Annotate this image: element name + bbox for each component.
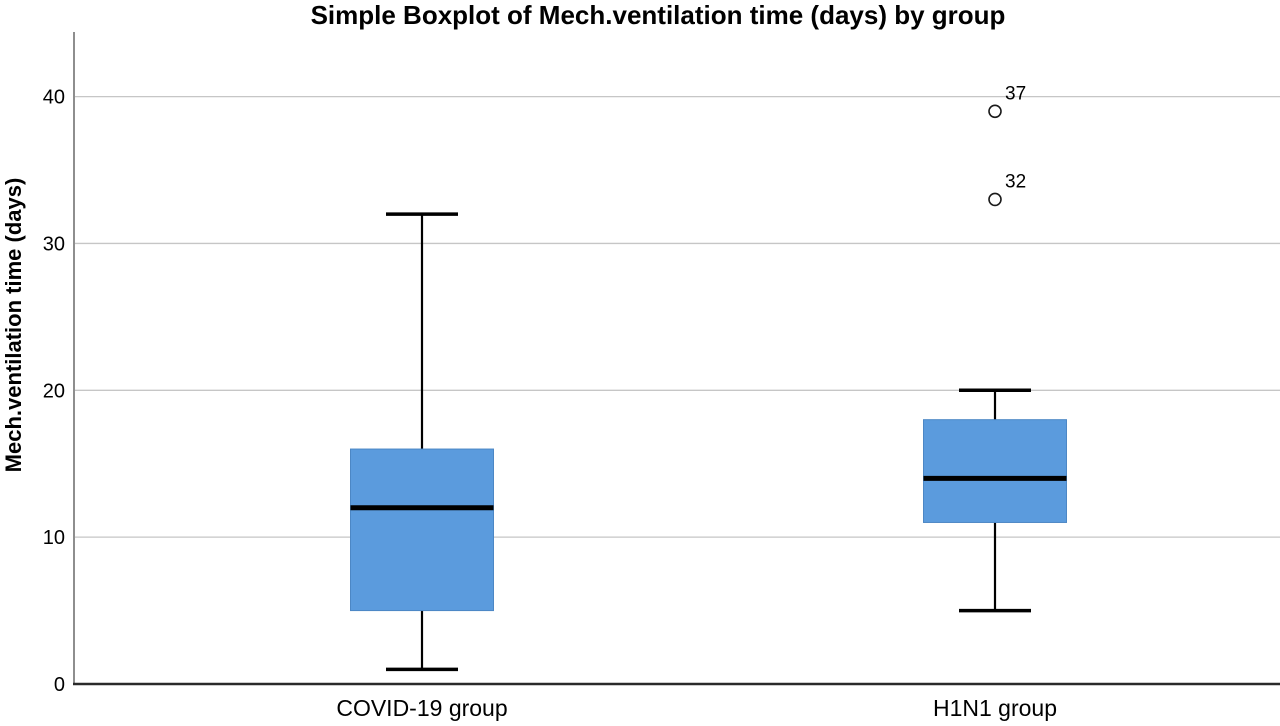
outlier-label-1-0: 37 xyxy=(1005,83,1026,104)
outlier-point-1-1 xyxy=(988,192,1002,207)
y-tick-label-40: 40 xyxy=(43,87,65,109)
x-category-label-0: COVID-19 group xyxy=(336,695,507,721)
outlier-label-1-1: 32 xyxy=(1005,171,1026,192)
iqr-box-1 xyxy=(923,419,1067,523)
iqr-box-0 xyxy=(350,448,494,612)
y-tick-label-10: 10 xyxy=(43,527,65,549)
x-category-label-1: H1N1 group xyxy=(933,695,1057,721)
outlier-point-1-0 xyxy=(988,104,1002,119)
chart-title: Simple Boxplot of Mech.ventilation time … xyxy=(310,0,1006,30)
y-tick-label-20: 20 xyxy=(43,380,65,402)
y-tick-label-30: 30 xyxy=(43,233,65,255)
y-tick-label-0: 0 xyxy=(54,674,65,696)
